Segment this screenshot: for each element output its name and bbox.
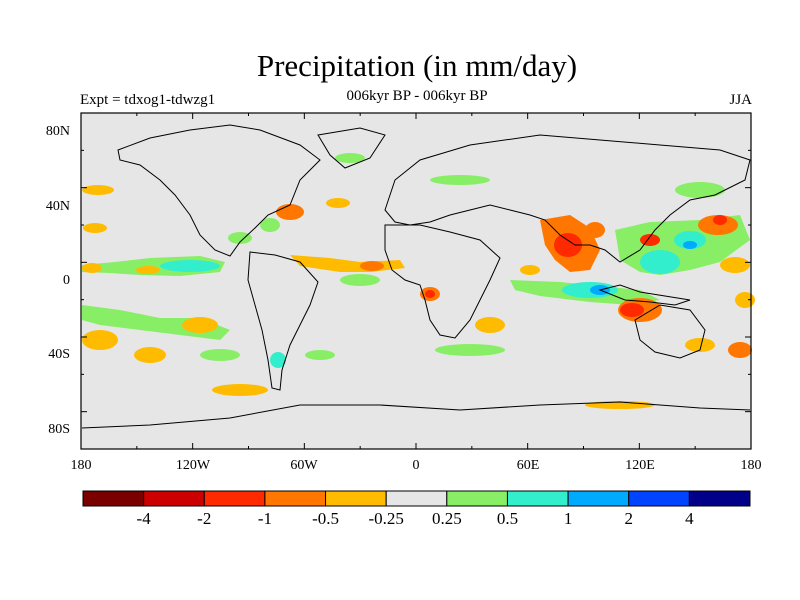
indonesia-outline (598, 284, 691, 306)
anomaly-patch (134, 347, 166, 363)
lat-label-40n: 40N (45, 199, 70, 214)
anomaly-patch (475, 317, 505, 333)
colorbar-swatch (446, 490, 508, 507)
colorbar-swatch (688, 490, 751, 507)
map-title: Precipitation (in mm/day) (256, 48, 578, 83)
colorbar-label: 4 (685, 509, 694, 528)
anomaly-patch (685, 338, 715, 352)
colorbar-swatch (264, 490, 327, 507)
anomaly-patch (200, 349, 240, 361)
lon-label-60e: 60E (516, 458, 540, 473)
lat-label-0: 0 (63, 273, 70, 288)
lon-label-60w: 60W (290, 458, 318, 473)
anomaly-patch (136, 266, 160, 274)
anomaly-patch (82, 263, 102, 273)
colorbar-swatch (325, 490, 387, 507)
anomaly-patch (83, 223, 107, 233)
lat-label-80s: 80S (48, 422, 70, 437)
anomaly-patch (276, 204, 304, 220)
colorbar-label: -0.5 (312, 509, 339, 528)
anomaly-patch (640, 250, 680, 274)
north-america-outline (117, 124, 321, 257)
africa-outline (384, 224, 501, 339)
australia-outline (634, 304, 706, 359)
anomaly-patch (720, 257, 750, 273)
lon-label-180w: 180 (70, 458, 92, 473)
anomaly-patch (520, 265, 540, 275)
anomaly-patch (360, 261, 384, 271)
colorbar-swatch (567, 490, 630, 507)
period-label: 006kyr BP - 006kyr BP (346, 88, 488, 104)
coastlines (81, 124, 751, 429)
season-label: JJA (729, 92, 752, 108)
colorbar-swatch (203, 490, 266, 507)
antarctica-outline (81, 401, 751, 429)
anomaly-patch (425, 290, 435, 298)
anomaly-patch (182, 317, 218, 333)
lat-label-80n: 80N (45, 124, 70, 139)
anomaly-patch (335, 153, 365, 163)
anomaly-patch (430, 175, 490, 185)
colorbar (82, 490, 751, 507)
anomaly-patch (683, 241, 697, 249)
anomaly-patch (713, 215, 727, 225)
anomaly-patch (585, 222, 605, 238)
colorbar-label: -4 (136, 509, 151, 528)
anomaly-patch (340, 274, 380, 286)
anomaly-patch (326, 198, 350, 208)
south-america-outline (247, 251, 319, 391)
colorbar-label: -2 (197, 509, 212, 528)
colorbar-label: 2 (624, 509, 633, 528)
colorbar-label: -0.25 (368, 509, 404, 528)
anomaly-patch (305, 350, 335, 360)
anomaly-patch (554, 233, 582, 257)
anomaly-patch (270, 352, 286, 368)
colorbar-label: 0.25 (431, 509, 462, 528)
anomaly-patch (160, 260, 220, 272)
anomaly-patch (212, 384, 268, 396)
colorbar-swatch (82, 490, 145, 507)
colorbar-label: 0.5 (496, 509, 519, 528)
anomaly-patch (640, 234, 660, 246)
anomaly-patch (728, 342, 752, 358)
anomaly-patch (260, 218, 280, 232)
anomaly-patch (675, 182, 725, 198)
anomaly-patch (228, 232, 252, 244)
anomaly-patch (435, 344, 505, 356)
colorbar-label: 1 (563, 509, 573, 528)
anomaly-field (82, 153, 755, 409)
anomaly-patch (82, 185, 114, 195)
colorbar-swatch (385, 490, 448, 507)
anomaly-patch (735, 292, 755, 308)
anomaly-patch (674, 231, 706, 249)
greenland-outline (317, 127, 386, 169)
lon-label-0: 0 (412, 458, 420, 473)
lon-label-120e: 120E (625, 458, 655, 473)
colorbar-label: -1 (257, 509, 272, 528)
colorbar-swatch (143, 490, 205, 507)
lon-label-120w: 120W (175, 458, 211, 473)
colorbar-swatch (506, 490, 569, 507)
lat-label-40s: 40S (48, 347, 70, 362)
map-background (81, 113, 751, 449)
lon-label-180e: 180 (740, 458, 762, 473)
eurasia-outline (384, 134, 751, 263)
anomaly-patch (82, 330, 118, 350)
axis-ticks (80, 112, 752, 450)
experiment-label: Expt = tdxog1-tdwzg1 (80, 92, 216, 108)
anomaly-patch (698, 215, 738, 235)
anomaly-patch (620, 303, 644, 317)
colorbar-swatch (628, 490, 690, 507)
